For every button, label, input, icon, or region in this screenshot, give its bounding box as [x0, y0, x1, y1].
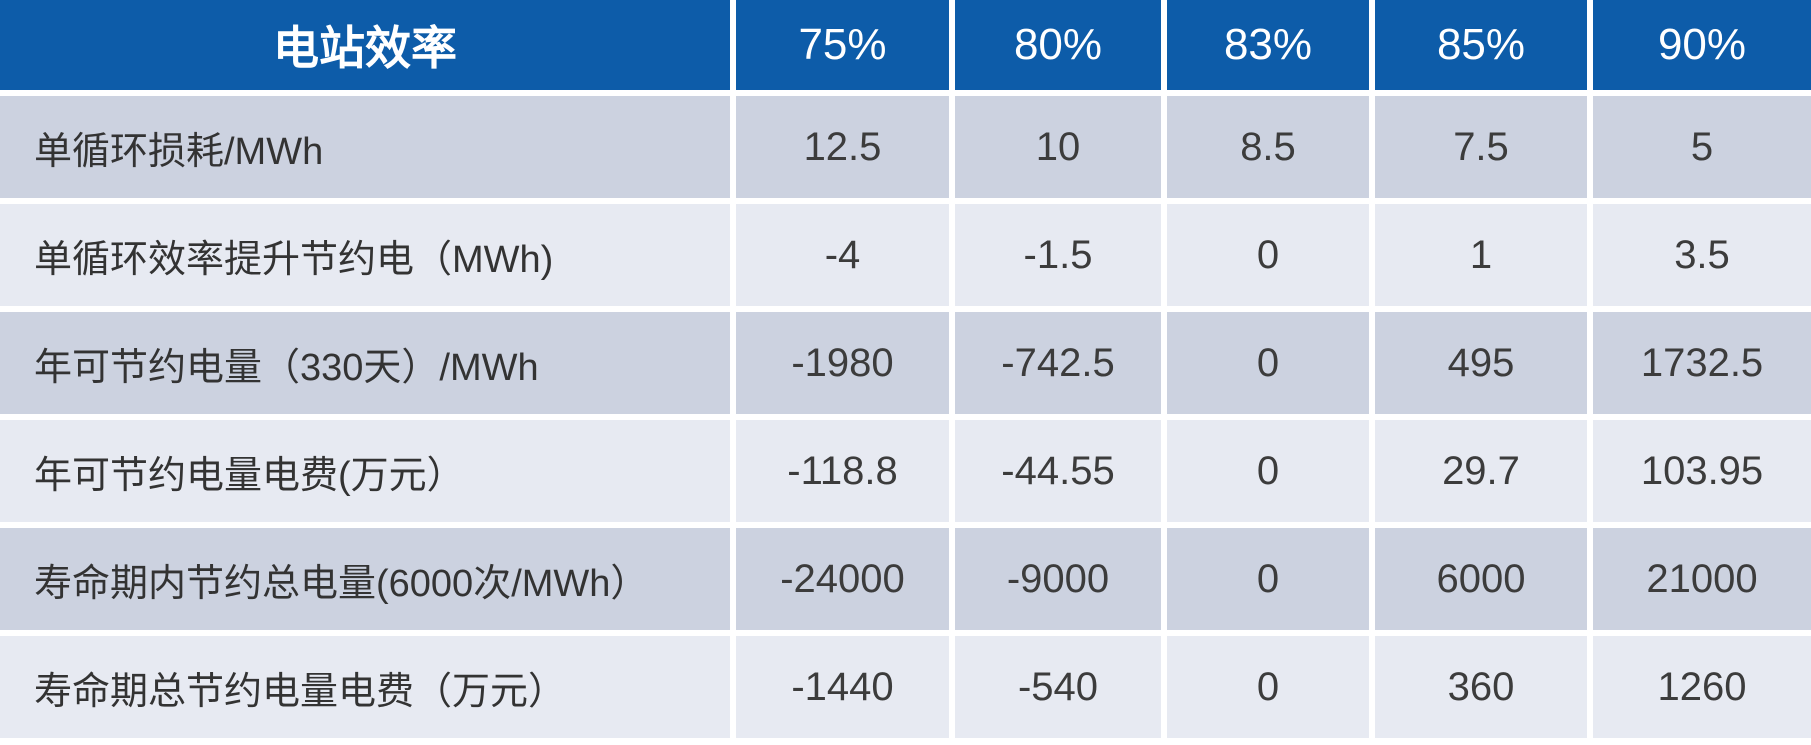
table-cell: 0 — [1164, 309, 1375, 420]
row-label: 年可节约电量电费(万元） — [0, 417, 736, 528]
table-cell: 29.7 — [1372, 417, 1593, 528]
table-cell: 360 — [1372, 633, 1593, 744]
table-row: 年可节约电量电费(万元） -118.8 -44.55 0 29.7 103.95 — [0, 417, 1811, 528]
row-label: 寿命期内节约总电量(6000次/MWh） — [0, 525, 736, 636]
table-cell: -1980 — [733, 309, 955, 420]
column-header-90: 90% — [1590, 0, 1811, 96]
table-cell: 5 — [1590, 93, 1811, 204]
table-cell: 103.95 — [1590, 417, 1811, 528]
column-header-85: 85% — [1372, 0, 1593, 96]
table-cell: 8.5 — [1164, 93, 1375, 204]
header-row: 电站效率 75% 80% 83% 85% 90% — [0, 0, 1811, 96]
row-label: 寿命期总节约电量电费（万元） — [0, 633, 736, 744]
row-label: 年可节约电量（330天）/MWh — [0, 309, 736, 420]
table-cell: -540 — [952, 633, 1167, 744]
table-cell: 495 — [1372, 309, 1593, 420]
table-cell: 7.5 — [1372, 93, 1593, 204]
row-label: 单循环损耗/MWh — [0, 93, 736, 204]
table-cell: -742.5 — [952, 309, 1167, 420]
table-cell: 0 — [1164, 525, 1375, 636]
table-cell: 0 — [1164, 417, 1375, 528]
table-row: 单循环效率提升节约电（MWh) -4 -1.5 0 1 3.5 — [0, 201, 1811, 312]
table-cell: 6000 — [1372, 525, 1593, 636]
table-row: 寿命期内节约总电量(6000次/MWh） -24000 -9000 0 6000… — [0, 525, 1811, 636]
table-cell: -118.8 — [733, 417, 955, 528]
table-cell: -24000 — [733, 525, 955, 636]
table-cell: 1732.5 — [1590, 309, 1811, 420]
table-cell: -1440 — [733, 633, 955, 744]
table-cell: -1.5 — [952, 201, 1167, 312]
table-cell: -9000 — [952, 525, 1167, 636]
column-header-80: 80% — [952, 0, 1167, 96]
table-row: 单循环损耗/MWh 12.5 10 8.5 7.5 5 — [0, 93, 1811, 204]
table-cell: 1260 — [1590, 633, 1811, 744]
table-cell: 3.5 — [1590, 201, 1811, 312]
table-cell: 0 — [1164, 201, 1375, 312]
table-cell: 1 — [1372, 201, 1593, 312]
table-cell: 12.5 — [733, 93, 955, 204]
table-cell: 10 — [952, 93, 1167, 204]
table-cell: -44.55 — [952, 417, 1167, 528]
table-cell: 21000 — [1590, 525, 1811, 636]
column-header-75: 75% — [733, 0, 955, 96]
table-cell: 0 — [1164, 633, 1375, 744]
table-row: 寿命期总节约电量电费（万元） -1440 -540 0 360 1260 — [0, 633, 1811, 744]
column-header-83: 83% — [1164, 0, 1375, 96]
table-cell: -4 — [733, 201, 955, 312]
row-label: 单循环效率提升节约电（MWh) — [0, 201, 736, 312]
table-row: 年可节约电量（330天）/MWh -1980 -742.5 0 495 1732… — [0, 309, 1811, 420]
table-title-cell: 电站效率 — [0, 0, 736, 96]
